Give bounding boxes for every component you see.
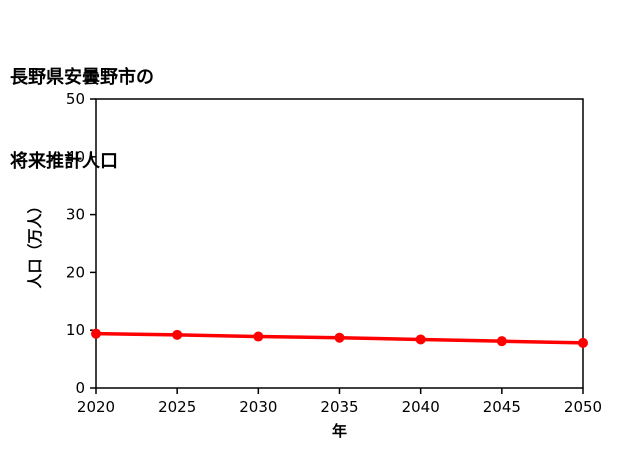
x-tick-label: 2040 [402,398,440,416]
x-tick-label: 2045 [483,398,521,416]
x-axis-label: 年 [332,422,347,440]
data-point-marker [496,336,507,347]
y-axis-label: 人口（万人） [26,198,44,288]
y-tick-label: 50 [66,90,85,108]
y-tick-label: 0 [75,379,85,397]
x-tick-label: 2025 [158,398,196,416]
y-tick-label: 10 [66,321,85,339]
y-tick-label: 20 [66,263,85,281]
x-tick-label: 2035 [320,398,358,416]
x-tick-label: 2020 [77,398,115,416]
data-point-marker [91,328,101,339]
data-point-marker [578,337,588,348]
x-tick-label: 2030 [239,398,277,416]
x-tick-label: 2050 [564,398,602,416]
data-point-marker [172,329,183,340]
plot-border [95,98,584,389]
y-tick-label: 30 [66,206,85,224]
y-tick-label: 40 [66,148,85,166]
data-point-marker [334,332,345,343]
data-point-marker [415,334,426,345]
chart-title-line1: 長野県安曇野市の [10,67,154,88]
data-point-marker [253,331,264,342]
